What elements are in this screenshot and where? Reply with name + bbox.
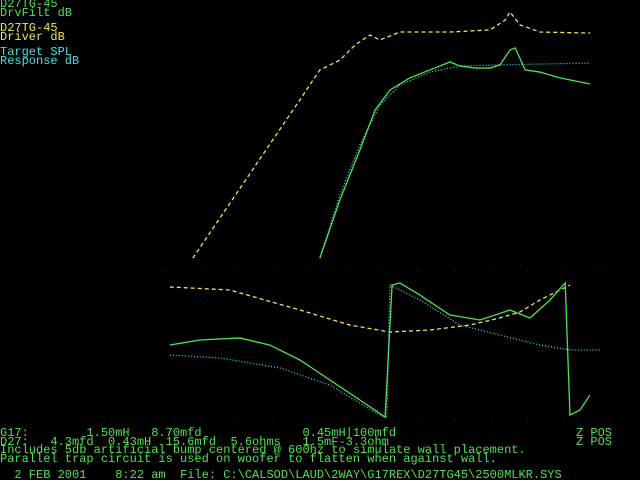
flags: Z POS Z POS [576,426,613,449]
legend: D27TG-45 DrvFilt dB D27TG-45 Driver dB Targe… [0,0,79,72]
footer-line: Includes 5db artificial bump centered @ … [0,443,526,457]
footer-line: D27: 4.3mfd 0.43mH 15.6mfd 5.6ohms 1.5mF… [0,434,389,449]
legend-label: DrvFilt dB [0,5,73,20]
footer-line: Parallel trap circuit is used on woofer … [0,451,497,466]
curve [169,284,600,419]
curve [192,10,591,259]
status-line: 2 FEB 2001 8:22 am File: C:\CALSOD\LAUD\… [0,468,562,480]
legend-source: D27TG-45 [0,0,58,11]
curve [169,284,571,333]
legend-label: Response dB [0,53,80,68]
legend-label: Driver dB [0,29,65,44]
curve [169,281,591,419]
curve [319,47,591,259]
legend-source: D27TG-45 [0,21,58,35]
z-flag: Z POS [576,426,613,440]
footer-line: G17: 1.50mH 8.70mfd 0.45mH|100mfd [0,426,397,440]
z-flag: Z POS [576,434,613,449]
legend-source: Target SPL [0,45,73,59]
curve [319,62,591,259]
footer: G17: 1.50mH 8.70mfd 0.45mH|100mfd D27: 4.… [0,426,526,466]
